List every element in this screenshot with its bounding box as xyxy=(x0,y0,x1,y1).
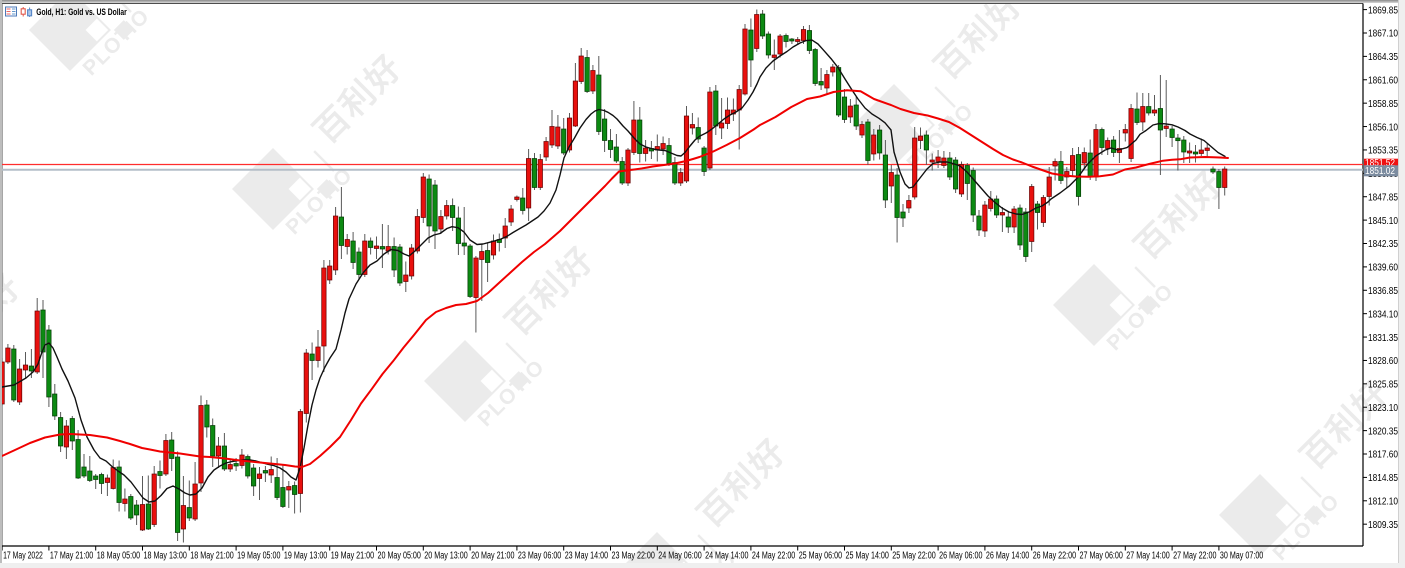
svg-text:1817.60: 1817.60 xyxy=(1368,450,1398,461)
svg-text:25 May 22:00: 25 May 22:00 xyxy=(892,551,936,562)
svg-text:1823.10: 1823.10 xyxy=(1368,403,1398,414)
svg-text:1825.85: 1825.85 xyxy=(1368,380,1398,391)
svg-text:25 May 06:00: 25 May 06:00 xyxy=(799,551,843,562)
svg-text:23 May 22:00: 23 May 22:00 xyxy=(612,551,656,562)
svg-text:18 May 13:00: 18 May 13:00 xyxy=(144,551,188,562)
svg-text:1864.35: 1864.35 xyxy=(1368,52,1398,63)
svg-text:1858.85: 1858.85 xyxy=(1368,99,1398,110)
svg-text:1842.35: 1842.35 xyxy=(1368,239,1398,250)
svg-text:17 May 21:00: 17 May 21:00 xyxy=(50,551,94,562)
svg-text:19 May 05:00: 19 May 05:00 xyxy=(237,551,281,562)
svg-text:24 May 22:00: 24 May 22:00 xyxy=(752,551,796,562)
svg-text:18 May 21:00: 18 May 21:00 xyxy=(190,551,234,562)
svg-text:26 May 22:00: 26 May 22:00 xyxy=(1033,551,1077,562)
svg-text:百利好: 百利好 xyxy=(691,432,794,535)
svg-text:百利好: 百利好 xyxy=(928,0,1031,87)
svg-text:18 May 05:00: 18 May 05:00 xyxy=(97,551,141,562)
svg-text:24 May 06:00: 24 May 06:00 xyxy=(658,551,702,562)
svg-text:1867.10: 1867.10 xyxy=(1368,29,1398,40)
svg-text:百利好: 百利好 xyxy=(307,48,410,151)
svg-text:24 May 14:00: 24 May 14:00 xyxy=(705,551,749,562)
svg-text:1853.35: 1853.35 xyxy=(1368,146,1398,157)
svg-text:19 May 21:00: 19 May 21:00 xyxy=(331,551,375,562)
svg-text:19 May 13:00: 19 May 13:00 xyxy=(284,551,328,562)
svg-text:1851.02: 1851.02 xyxy=(1365,166,1395,177)
svg-text:1812.10: 1812.10 xyxy=(1368,496,1398,507)
svg-text:百利好: 百利好 xyxy=(1128,164,1231,267)
svg-text:1847.85: 1847.85 xyxy=(1368,192,1398,203)
svg-text:20 May 21:00: 20 May 21:00 xyxy=(471,551,515,562)
svg-text:26 May 06:00: 26 May 06:00 xyxy=(939,551,983,562)
svg-text:1828.60: 1828.60 xyxy=(1368,356,1398,367)
svg-text:1851.52: 1851.52 xyxy=(1365,158,1395,169)
svg-text:20 May 05:00: 20 May 05:00 xyxy=(378,551,422,562)
svg-text:23 May 06:00: 23 May 06:00 xyxy=(518,551,562,562)
svg-text:1831.35: 1831.35 xyxy=(1368,333,1398,344)
svg-text:26 May 14:00: 26 May 14:00 xyxy=(986,551,1030,562)
svg-text:23 May 14:00: 23 May 14:00 xyxy=(565,551,609,562)
svg-text:1869.85: 1869.85 xyxy=(1368,5,1398,16)
svg-text:1820.35: 1820.35 xyxy=(1368,426,1398,437)
svg-text:1861.60: 1861.60 xyxy=(1368,75,1398,86)
svg-text:20 May 13:00: 20 May 13:00 xyxy=(424,551,468,562)
svg-text:27 May 14:00: 27 May 14:00 xyxy=(1126,551,1170,562)
svg-text:27 May 06:00: 27 May 06:00 xyxy=(1080,551,1124,562)
svg-text:1814.85: 1814.85 xyxy=(1368,473,1398,484)
svg-text:27 May 22:00: 27 May 22:00 xyxy=(1173,551,1217,562)
svg-text:1845.10: 1845.10 xyxy=(1368,216,1398,227)
svg-text:百利好: 百利好 xyxy=(499,240,602,343)
svg-text:1836.85: 1836.85 xyxy=(1368,286,1398,297)
svg-text:1834.10: 1834.10 xyxy=(1368,309,1398,320)
svg-text:30 May 07:00: 30 May 07:00 xyxy=(1220,551,1264,562)
svg-text:1839.60: 1839.60 xyxy=(1368,263,1398,274)
svg-text:Gold, H1: Gold vs. US Dollar: Gold, H1: Gold vs. US Dollar xyxy=(36,7,127,18)
svg-text:17 May 2022: 17 May 2022 xyxy=(3,551,43,562)
svg-text:1856.10: 1856.10 xyxy=(1368,122,1398,133)
svg-text:1809.35: 1809.35 xyxy=(1368,520,1398,531)
svg-text:25 May 14:00: 25 May 14:00 xyxy=(846,551,890,562)
